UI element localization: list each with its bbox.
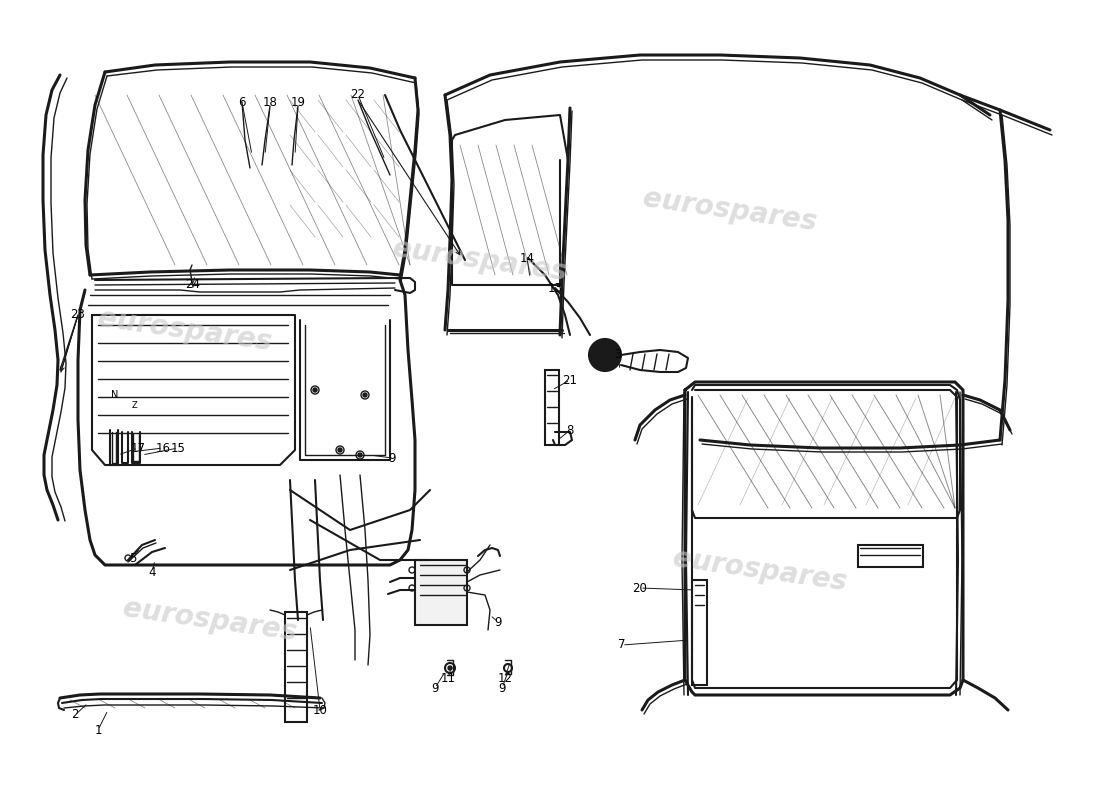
Text: 9: 9	[431, 682, 439, 694]
Circle shape	[358, 453, 362, 457]
Text: 6: 6	[239, 95, 245, 109]
Text: 24: 24	[186, 278, 200, 291]
Circle shape	[588, 339, 621, 371]
Text: eurospares: eurospares	[641, 184, 818, 236]
Bar	[415, 560, 468, 625]
Text: 4: 4	[148, 566, 156, 578]
Text: 3: 3	[614, 349, 622, 362]
Text: 15: 15	[170, 442, 186, 454]
Circle shape	[448, 666, 452, 670]
Text: 18: 18	[263, 95, 277, 109]
Circle shape	[363, 393, 367, 397]
Text: 22: 22	[351, 89, 365, 102]
Text: 9: 9	[498, 682, 506, 694]
Circle shape	[314, 388, 317, 392]
Bar	[692, 580, 707, 685]
Bar	[858, 545, 923, 567]
Text: 16: 16	[155, 442, 170, 454]
Text: Z: Z	[132, 401, 138, 410]
Text: N: N	[111, 390, 119, 400]
Text: 13: 13	[548, 282, 562, 294]
Text: 2: 2	[72, 709, 79, 722]
Text: 9: 9	[388, 451, 396, 465]
Text: 20: 20	[632, 582, 648, 594]
Text: 9: 9	[494, 615, 502, 629]
Text: 12: 12	[497, 671, 513, 685]
Circle shape	[338, 448, 342, 452]
Text: 19: 19	[290, 95, 306, 109]
Text: 10: 10	[312, 703, 328, 717]
Text: 17: 17	[131, 442, 145, 454]
Text: 1: 1	[95, 723, 101, 737]
Text: 5: 5	[130, 551, 136, 565]
Bar	[544, 370, 559, 445]
Text: 7: 7	[618, 638, 626, 651]
Bar	[285, 612, 307, 722]
Text: 23: 23	[70, 309, 86, 322]
Text: eurospares: eurospares	[671, 544, 849, 596]
Text: eurospares: eurospares	[121, 594, 299, 646]
Text: 11: 11	[440, 671, 455, 685]
Text: 14: 14	[519, 251, 535, 265]
Text: eurospares: eurospares	[392, 234, 569, 286]
Text: 8: 8	[566, 423, 574, 437]
Text: 21: 21	[562, 374, 578, 386]
Text: eurospares: eurospares	[96, 304, 274, 356]
